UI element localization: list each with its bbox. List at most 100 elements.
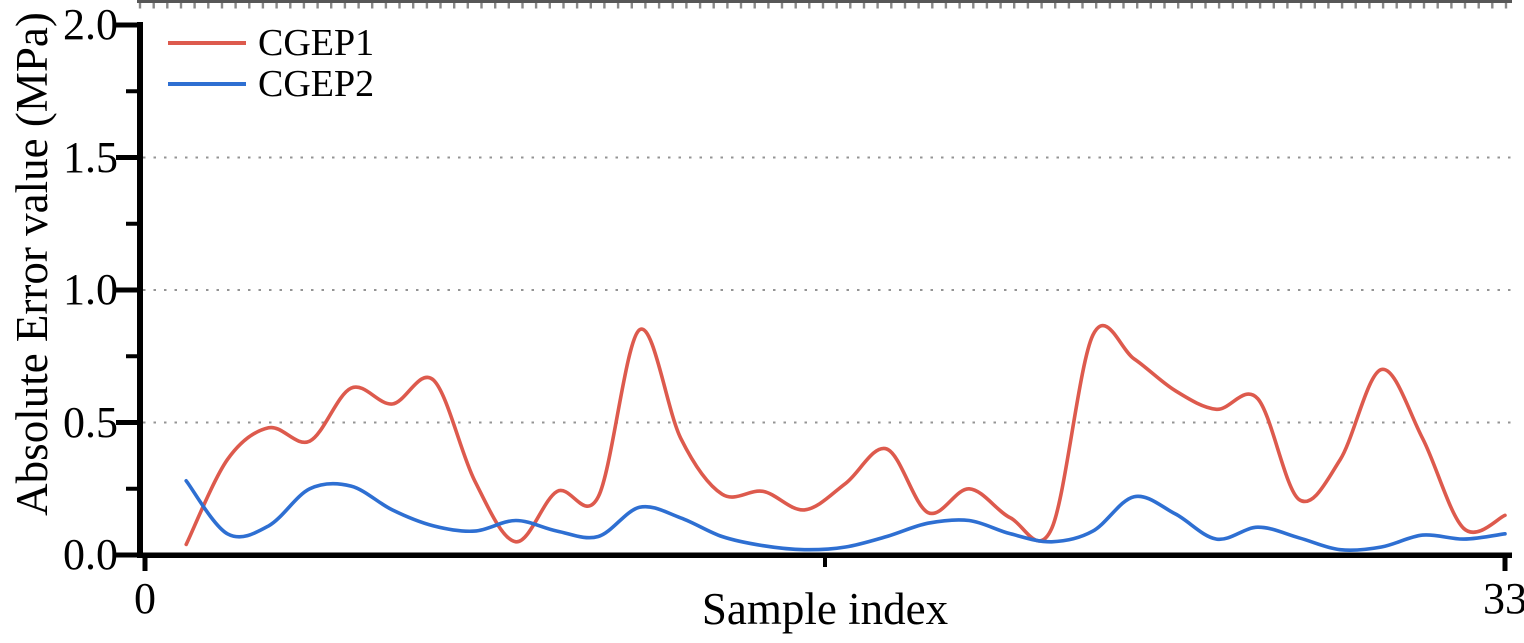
top-axis-minor-tick (398, 3, 401, 9)
top-axis-minor-tick (1272, 3, 1275, 9)
top-axis-minor-tick (972, 3, 975, 9)
top-axis-minor-tick (248, 3, 251, 9)
legend-label-cgep1: CGEP1 (258, 21, 375, 64)
x-major-tick-0 (142, 558, 148, 571)
top-axis-minor-tick (1327, 3, 1330, 9)
x-major-tick-33 (1502, 558, 1508, 571)
top-axis-minor-tick (1122, 3, 1125, 9)
top-axis-minor-tick (1477, 3, 1480, 9)
top-axis-minor-tick (384, 3, 388, 9)
top-axis-minor-tick (1450, 3, 1453, 9)
top-axis-minor-tick (425, 3, 429, 9)
top-axis-minor-tick (1190, 3, 1193, 9)
top-axis-minor-tick (657, 3, 661, 9)
top-axis-minor-tick (890, 3, 893, 9)
top-axis-minor-tick (849, 3, 852, 9)
top-axis-minor-tick (589, 3, 592, 9)
top-axis-minor-tick (521, 3, 524, 9)
top-axis-minor-tick (1504, 3, 1508, 9)
cgep2-line-swatch (168, 81, 246, 86)
top-axis-minor-tick (917, 3, 920, 9)
top-axis-minor-tick (1422, 3, 1426, 9)
y-major-tick-0.0 (116, 552, 138, 558)
top-axis-minor-tick (1217, 3, 1221, 9)
top-axis-minor-tick (1286, 3, 1289, 9)
x-mid-tick (823, 558, 827, 567)
top-axis-minor-tick (1395, 3, 1398, 9)
top-axis-minor-tick (644, 3, 647, 9)
y-minor-tick (126, 354, 138, 359)
x-tick-label-0: 0 (134, 574, 156, 623)
top-axis-minor-tick (1163, 3, 1166, 9)
legend: CGEP1 CGEP2 (168, 22, 374, 104)
top-axis-minor-tick (835, 3, 838, 9)
legend-item-cgep2: CGEP2 (168, 63, 374, 104)
cgep1-curve (184, 324, 1507, 547)
top-axis-minor-tick (1054, 3, 1057, 9)
top-axis-minor-tick (1340, 3, 1344, 9)
top-axis-minor-tick (780, 3, 784, 9)
top-axis-minor-tick (1258, 3, 1262, 9)
top-axis-minor-tick (944, 3, 948, 9)
y-axis-title: Absolute Error value (MPa) (7, 11, 57, 516)
y-major-tick-0.5 (116, 420, 138, 425)
cgep2-curve (184, 479, 1507, 553)
legend-item-cgep1: CGEP1 (168, 22, 374, 63)
top-axis-minor-tick (726, 3, 729, 9)
top-axis-minor-tick (985, 3, 989, 9)
top-axis-minor-tick (275, 3, 278, 9)
top-axis-minor-tick (862, 3, 866, 9)
top-axis-minor-tick (1368, 3, 1371, 9)
top-axis-minor-tick (1313, 3, 1316, 9)
y-major-tick-1.5 (116, 155, 138, 160)
top-axis-minor-tick (1463, 3, 1467, 9)
y-minor-tick (126, 221, 138, 226)
top-axis-minor-tick (179, 3, 183, 9)
top-axis-minor-tick (138, 3, 142, 9)
top-axis-minor-tick (1354, 3, 1357, 9)
top-axis-minor-tick (152, 3, 155, 9)
legend-label-cgep2: CGEP2 (258, 62, 375, 105)
top-axis-minor-tick (1491, 3, 1494, 9)
y-minor-tick (126, 486, 138, 491)
top-axis-minor-tick (958, 3, 961, 9)
top-axis-minor-tick (1245, 3, 1248, 9)
top-axis-minor-tick (999, 3, 1002, 9)
y-tick-label-0.5: 0.5 (63, 397, 118, 447)
y-tick-label-2.0: 2.0 (63, 0, 118, 49)
x-axis-spine (137, 552, 1512, 558)
y-tick-label-1.5: 1.5 (63, 132, 118, 182)
top-axis-minor-tick (1409, 3, 1412, 9)
top-axis-minor-tick (193, 3, 196, 9)
top-axis-minor-tick (1231, 3, 1234, 9)
top-axis-minor-tick (821, 3, 825, 9)
top-axis-minor-tick (1381, 3, 1385, 9)
top-axis-minor-tick (1204, 3, 1207, 9)
top-axis-minor-tick (630, 3, 633, 9)
top-axis-minor-tick (302, 3, 306, 9)
top-axis-minor-tick (220, 3, 224, 9)
y-minor-tick (126, 89, 138, 94)
top-axis-minor-tick (357, 3, 360, 9)
top-axis-minor-tick (1299, 3, 1303, 9)
top-axis-minor-tick (712, 3, 715, 9)
top-axis-minor-tick (808, 3, 811, 9)
top-axis-minor-tick (166, 3, 169, 9)
top-axis-minor-tick (261, 3, 265, 9)
top-axis-minor-tick (562, 3, 565, 9)
top-axis-minor-tick (507, 3, 510, 9)
top-axis-minor-tick (616, 3, 620, 9)
top-axis-minor-tick (671, 3, 674, 9)
top-axis-minor-tick (1081, 3, 1084, 9)
top-axis-minor-tick (1095, 3, 1098, 9)
y-tick-label-0.0: 0.0 (63, 530, 118, 579)
top-axis-minor-tick (903, 3, 907, 9)
top-axis-minor-tick (698, 3, 702, 9)
x-tick-label-33: 33 (1483, 574, 1524, 623)
top-axis-minor-tick (466, 3, 469, 9)
top-axis-minor-tick (1013, 3, 1016, 9)
top-axis-minor-tick (739, 3, 743, 9)
top-axis-minor-tick (439, 3, 442, 9)
y-axis-spine (137, 22, 143, 558)
